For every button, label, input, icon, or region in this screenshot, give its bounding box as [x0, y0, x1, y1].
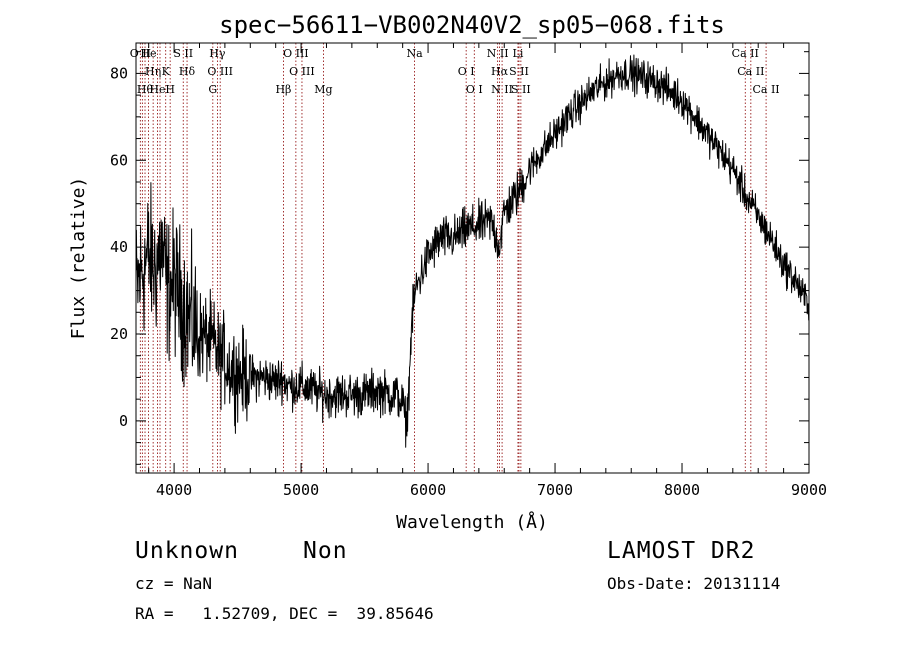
line-marker-label: K [162, 65, 171, 78]
line-marker-label: S II [173, 47, 193, 60]
line-marker-label: Hη [145, 65, 161, 78]
x-tick-label: 6000 [410, 481, 446, 499]
y-axis-ticks: 0 20 40 60 80 [110, 51, 809, 465]
survey-name: LAMOST DR2 [607, 538, 756, 564]
x-tick-label: 7000 [537, 481, 573, 499]
line-marker-label: O III [207, 65, 233, 78]
y-tick-label: 80 [110, 64, 128, 82]
obs-date: Obs-Date: 20131114 [607, 574, 781, 593]
object-subclass: Non [303, 538, 348, 564]
y-axis-label: Flux (relative) [68, 177, 89, 340]
line-marker-label: Ca II [737, 65, 764, 78]
line-marker-label: Hγ [209, 47, 226, 60]
y-tick-label: 0 [119, 412, 128, 430]
line-marker-label: Ca II [732, 47, 759, 60]
x-tick-label: 9000 [791, 481, 827, 499]
line-marker-label: O II [130, 47, 151, 60]
coordinates: RA = 1.52709, DEC = 39.85646 [135, 604, 434, 623]
redshift-text: cz = NaN [135, 574, 213, 593]
line-marker-label: Li [513, 47, 524, 60]
line-markers [139, 43, 767, 473]
line-marker-label: N II [491, 83, 513, 96]
spectrum-series [135, 54, 810, 448]
line-marker-label: S II [509, 65, 529, 78]
line-marker-label: N II [487, 47, 509, 60]
x-tick-label: 8000 [664, 481, 700, 499]
line-marker-label: O III [283, 47, 309, 60]
x-axis-ticks: 4000 5000 6000 7000 8000 9000 [148, 43, 827, 499]
line-marker-label: G [208, 83, 217, 96]
line-marker-label: O I [466, 83, 483, 96]
line-marker-label: Hδ [179, 65, 196, 78]
line-marker-label: He [149, 83, 165, 96]
y-tick-label: 40 [110, 238, 128, 256]
line-marker-label: Na [407, 47, 424, 60]
plot-frame [135, 42, 810, 474]
line-marker-label: O I [458, 65, 475, 78]
line-marker-label: Hβ [275, 83, 291, 96]
line-marker-label: Mg [314, 83, 332, 96]
line-marker-label: Hθ [137, 83, 154, 96]
line-marker-label: H [165, 83, 175, 96]
y-tick-label: 20 [110, 325, 128, 343]
line-marker-label: Hα [491, 65, 509, 78]
line-marker-label: He [140, 47, 156, 60]
line-marker-label: S II [511, 83, 531, 96]
x-tick-label: 5000 [283, 481, 319, 499]
x-tick-label: 4000 [156, 481, 192, 499]
line-marker-label: Ca II [752, 83, 779, 96]
x-axis-label: Wavelength (Å) [396, 511, 548, 533]
chart-title: spec−56611−VB002N40V2_sp05−068.fits [219, 11, 725, 39]
line-marker-label: O III [289, 65, 315, 78]
y-tick-label: 60 [110, 151, 128, 169]
object-class: Unknown [135, 538, 239, 564]
